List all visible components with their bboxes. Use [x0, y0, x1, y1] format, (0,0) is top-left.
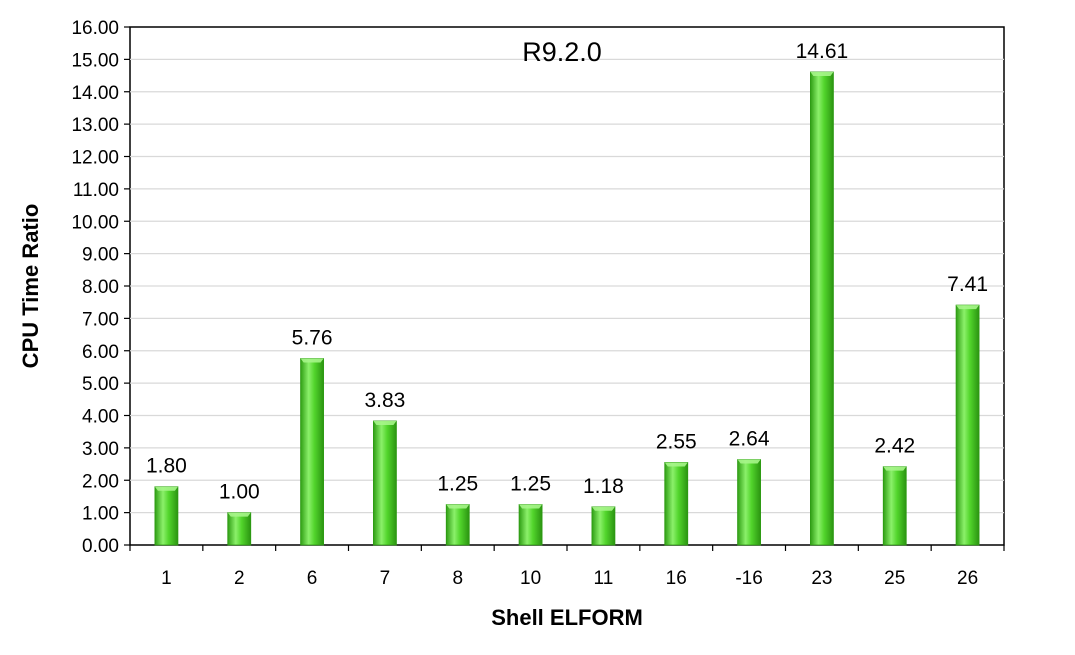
x-tick-label: 10 — [520, 568, 541, 589]
bar-cap — [664, 462, 688, 467]
x-tick-label: 26 — [957, 568, 978, 589]
data-label: 1.00 — [219, 481, 260, 504]
bar-cap — [883, 466, 907, 471]
data-label: 1.25 — [437, 473, 478, 496]
bar-25 — [882, 466, 907, 546]
y-tick-label: 16.00 — [71, 18, 119, 39]
y-tick-label: 15.00 — [71, 50, 119, 71]
x-tick-label: 6 — [307, 568, 318, 589]
x-tick-label: 11 — [594, 568, 614, 589]
x-tick-label: 1 — [161, 568, 172, 589]
bar-1 — [154, 486, 179, 546]
x-tick-label: 23 — [811, 568, 832, 589]
y-tick-label: 0.00 — [82, 536, 119, 557]
bars: 1.80 1.00 5.76 3.83 1.25 1.25 1.18 2.55 2.64 14.6… — [146, 40, 988, 546]
bar-cap — [446, 504, 470, 509]
y-tick-label: 10.00 — [71, 212, 119, 233]
data-label: 14.61 — [796, 40, 849, 63]
y-tick-label: 12.00 — [71, 148, 119, 169]
data-label: 1.18 — [583, 475, 624, 498]
bar-8 — [445, 504, 470, 546]
y-tick-label: 6.00 — [82, 342, 119, 363]
data-label: 2.42 — [874, 435, 915, 458]
y-tick-label: 11.00 — [73, 180, 119, 201]
y-tick-label: 14.00 — [71, 83, 119, 104]
x-tick-label: 25 — [884, 568, 905, 589]
bar-26 — [955, 304, 980, 546]
bar-cap — [810, 72, 834, 77]
bar-cap — [519, 504, 543, 509]
bar-cap — [154, 486, 178, 491]
data-label: 3.83 — [364, 389, 405, 412]
data-label: 7.41 — [947, 273, 988, 296]
bar-2 — [227, 512, 252, 546]
x-tick-label: -16 — [735, 568, 762, 589]
y-tick-label: 13.00 — [71, 115, 119, 136]
chart-title: R9.2.0 — [522, 37, 602, 67]
data-label: 2.55 — [656, 430, 697, 453]
y-tick-label: 2.00 — [82, 471, 119, 492]
bar--16 — [737, 459, 761, 546]
y-tick-label: 8.00 — [82, 277, 119, 298]
x-axis-ticks: 1 2 6 7 8 10 11 16 -16 23 25 26 — [129, 545, 1005, 589]
gridlines — [130, 58, 1004, 514]
bar-cap — [373, 421, 397, 426]
y-tick-label: 7.00 — [82, 309, 119, 330]
y-tick-label: 9.00 — [82, 245, 119, 266]
bar-cap — [227, 512, 251, 517]
data-label: 1.80 — [146, 455, 187, 478]
x-tick-label: 7 — [380, 568, 391, 589]
bar-7 — [373, 420, 397, 546]
data-label: 2.64 — [729, 428, 770, 451]
bar-cap — [956, 305, 980, 310]
data-label: 1.25 — [510, 473, 551, 496]
bar-10 — [518, 504, 543, 546]
bar-16 — [664, 462, 689, 546]
x-tick-label: 16 — [666, 568, 687, 589]
y-axis-title: CPU Time Ratio — [18, 204, 43, 369]
bar-23 — [810, 71, 834, 546]
bar-6 — [300, 358, 324, 546]
x-axis-title: Shell ELFORM — [491, 605, 643, 630]
y-axis-ticks: 0.00 1.00 2.00 3.00 4.00 5.00 6.00 7.00 8.00 9.00… — [71, 18, 130, 557]
y-tick-label: 1.00 — [82, 504, 119, 525]
y-tick-label: 5.00 — [82, 374, 119, 395]
data-label: 5.76 — [292, 327, 333, 350]
y-tick-label: 3.00 — [82, 439, 119, 460]
bar-cap — [300, 358, 324, 363]
bar-cap — [737, 459, 761, 464]
x-tick-label: 2 — [234, 568, 245, 589]
bar-11 — [591, 506, 616, 546]
bar-cap — [591, 506, 615, 511]
x-tick-label: 8 — [452, 568, 463, 589]
y-tick-label: 4.00 — [82, 407, 119, 428]
